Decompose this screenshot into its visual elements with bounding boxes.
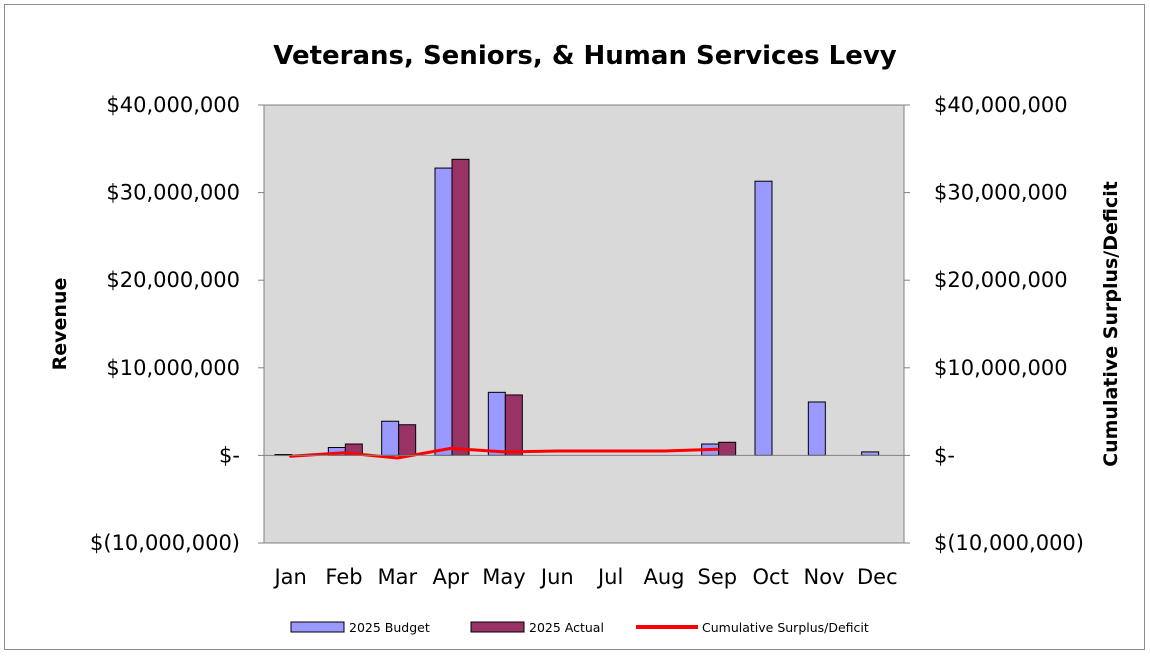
y2-tick-label: $40,000,000 (934, 93, 1068, 117)
bars (274, 158, 880, 457)
bar-2025-budget-oct (754, 180, 773, 456)
legend-label-2025-actual: 2025 Actual (529, 620, 604, 635)
y2-tick-label: $10,000,000 (934, 356, 1068, 380)
y-axis-title: Revenue (49, 278, 71, 371)
bar-2025-actual-apr (451, 158, 470, 456)
x-tick-label: Jul (596, 565, 623, 589)
y-axis-left: $40,000,000 $30,000,000 $20,000,000 $10,000… (90, 93, 265, 555)
bar-2025-actual-mar (398, 424, 417, 456)
bar-2025-actual-may (504, 394, 523, 456)
x-tick-label: Oct (753, 565, 789, 589)
x-tick-label: Dec (857, 565, 898, 589)
y2-tick-label: $(10,000,000) (934, 531, 1084, 555)
y-tick-label: $40,000,000 (106, 93, 240, 117)
y-tick-label: $10,000,000 (106, 356, 240, 380)
legend: 2025 Budget 2025 Actual Cumulative Surplus… (290, 620, 869, 635)
legend-swatch-2025-actual (470, 621, 525, 633)
x-tick-label: Mar (378, 565, 418, 589)
y-axis-right: $40,000,000 $30,000,000 $20,000,000 $10,000… (903, 93, 1084, 555)
line-cumulative-surplus-deficit (289, 446, 719, 460)
legend-label-cumulative-surplus-deficit: Cumulative Surplus/Deficit (702, 620, 869, 635)
y2-tick-label: $20,000,000 (934, 268, 1068, 292)
y-tick-label: $30,000,000 (106, 181, 240, 205)
y2-tick-label: $30,000,000 (934, 181, 1068, 205)
chart-svg: Veterans, Seniors, & Human Services Levy… (49, 41, 1122, 635)
chart-title: Veterans, Seniors, & Human Services Levy (273, 41, 897, 71)
bar-2025-budget-may (487, 391, 506, 456)
y2-tick-label: $- (934, 443, 955, 467)
bar-2025-budget-dec (861, 451, 880, 456)
y-tick-label: $(10,000,000) (90, 531, 240, 555)
y-tick-label: $- (219, 443, 240, 467)
bar-2025-budget-nov (807, 401, 826, 456)
legend-swatch-2025-budget (290, 621, 345, 633)
y-tick-label: $20,000,000 (106, 268, 240, 292)
x-tick-label: Sep (698, 565, 738, 589)
bar-2025-actual-sep (718, 441, 737, 456)
x-tick-label: Nov (804, 565, 845, 589)
x-tick-label: Aug (643, 565, 684, 589)
y2-axis-title: Cumulative Surplus/Deficit (1100, 181, 1122, 467)
legend-label-2025-budget: 2025 Budget (349, 620, 430, 635)
chart-frame: Veterans, Seniors, & Human Services Levy… (4, 4, 1145, 650)
plot-area (263, 104, 905, 544)
x-tick-label: Jan (272, 565, 306, 589)
x-tick-label: Feb (325, 565, 362, 589)
x-tick-label: Apr (432, 565, 469, 589)
bar-2025-budget-mar (381, 420, 400, 456)
x-tick-label: May (482, 565, 525, 589)
line-series (289, 446, 719, 460)
x-tick-label: Jun (539, 565, 574, 589)
x-axis: Jan Feb Mar Apr May Jun Jul Aug Sep Oct Nov Dec (264, 454, 904, 589)
bar-2025-budget-apr (434, 167, 453, 456)
